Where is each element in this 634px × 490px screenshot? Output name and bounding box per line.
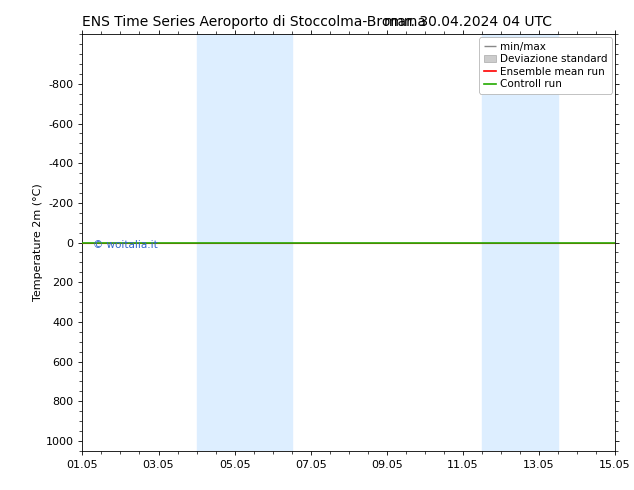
Bar bbox=[197, 34, 292, 451]
Text: ENS Time Series Aeroporto di Stoccolma-Bromma: ENS Time Series Aeroporto di Stoccolma-B… bbox=[82, 15, 427, 29]
Y-axis label: Temperature 2m (°C): Temperature 2m (°C) bbox=[32, 184, 42, 301]
Text: mar. 30.04.2024 04 UTC: mar. 30.04.2024 04 UTC bbox=[384, 15, 552, 29]
Bar bbox=[482, 34, 558, 451]
Text: © woitalia.it: © woitalia.it bbox=[93, 241, 158, 250]
Legend: min/max, Deviazione standard, Ensemble mean run, Controll run: min/max, Deviazione standard, Ensemble m… bbox=[479, 37, 612, 94]
